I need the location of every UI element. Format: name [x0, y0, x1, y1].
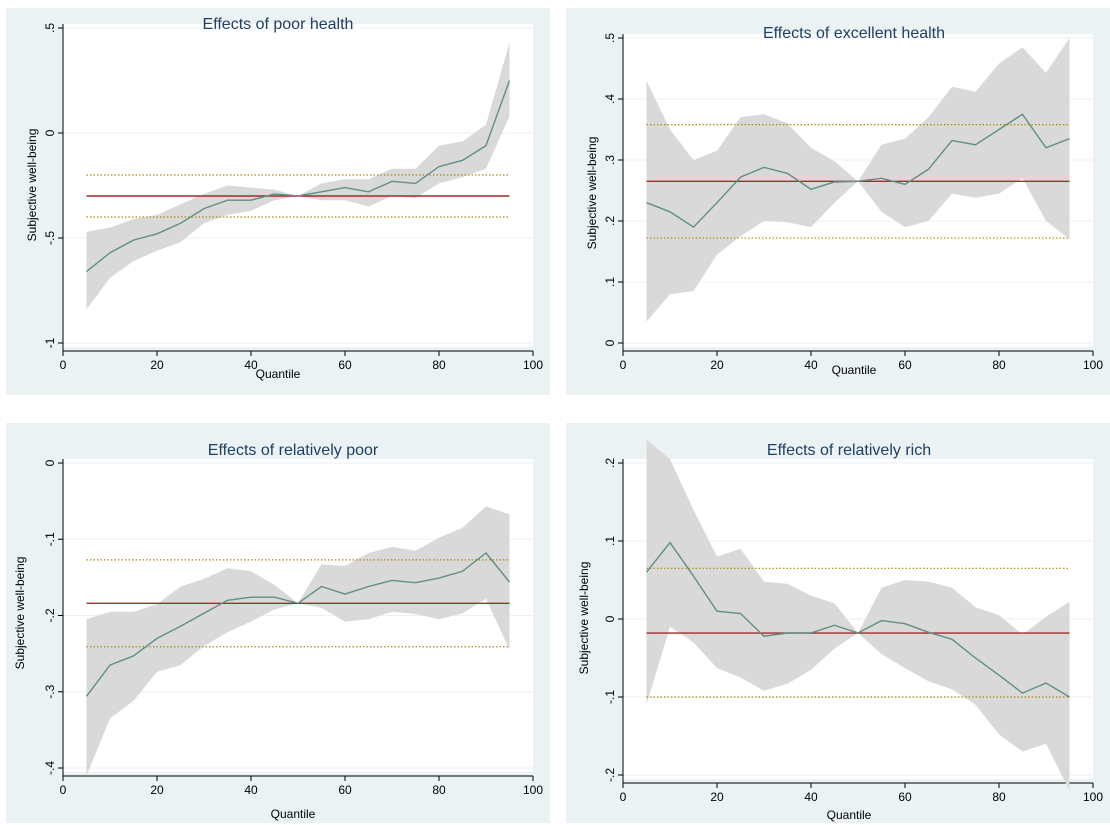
y-tick-label: -1 — [43, 337, 57, 348]
y-tick-label: .2 — [603, 216, 617, 226]
y-tick-label: -.2 — [43, 608, 57, 622]
x-tick-label: 40 — [244, 358, 258, 372]
x-tick-label: 40 — [244, 783, 258, 797]
x-tick-label: 100 — [1083, 790, 1103, 804]
y-axis-label: Subjective well-being — [25, 129, 39, 242]
chart-title: Effects of poor health — [203, 16, 354, 33]
y-tick-label: .2 — [603, 458, 617, 468]
quantile-estimate-line — [646, 113, 1070, 229]
x-tick-label: 40 — [804, 790, 818, 804]
x-tick-label: 60 — [338, 783, 352, 797]
x-tick-label: 60 — [898, 790, 912, 804]
chart-title: Effects of relatively poor — [208, 442, 379, 459]
y-tick-label: .5 — [43, 23, 57, 33]
confidence-band — [86, 506, 510, 776]
y-tick-label: .3 — [603, 155, 617, 165]
chart-title: Effects of excellent health — [763, 25, 945, 42]
chart-svg-excellent-health: 0 .1 .2 .3 .4 .5 0 20 40 60 80 100 Effects of excell… — [585, 25, 1103, 377]
x-tick-label: 100 — [1083, 358, 1103, 372]
x-tick-label: 100 — [523, 783, 543, 797]
x-tick-label: 0 — [620, 790, 627, 804]
x-tick-label: 60 — [898, 358, 912, 372]
x-tick-label: 80 — [992, 358, 1006, 372]
x-tick-label: 100 — [523, 358, 543, 372]
plot-area — [63, 24, 533, 347]
y-tick-label: -.5 — [43, 231, 57, 245]
x-tick-label: 0 — [60, 358, 67, 372]
quantile-estimate-line — [645, 541, 1070, 698]
y-tick-label: 0 — [43, 129, 57, 136]
chart-panel-excellent-health: 0 .1 .2 .3 .4 .5 0 20 40 60 80 100 Effects of excell… — [566, 8, 1110, 395]
quantile-estimate-line — [86, 80, 511, 273]
x-axis-label: Quantile — [832, 363, 877, 377]
chart-panel-poor-health: -1 -.5 0 .5 0 20 40 60 80 100 Effects of poor heal… — [6, 8, 550, 395]
chart-title: Effects of relatively rich — [767, 442, 931, 459]
x-tick-label: 0 — [60, 783, 67, 797]
y-tick-label: .1 — [603, 536, 617, 546]
chart-svg-relatively-rich: -.2 -.1 0 .1 .2 0 20 40 60 80 100 Effects of relati… — [577, 439, 1103, 822]
y-axis-label: Subjective well-being — [585, 137, 599, 250]
x-tick-label: 80 — [992, 790, 1006, 804]
x-tick-label: 80 — [432, 358, 446, 372]
chart-svg-poor-health: -1 -.5 0 .5 0 20 40 60 80 100 Effects of poor heal… — [25, 16, 543, 381]
y-tick-label: .5 — [603, 33, 617, 43]
x-tick-label: 80 — [432, 783, 446, 797]
confidence-band — [646, 38, 1070, 322]
y-tick-label: -.2 — [603, 768, 617, 782]
y-tick-label: .4 — [603, 94, 617, 104]
quantile-estimate-line — [85, 552, 511, 697]
x-tick-label: 20 — [710, 790, 724, 804]
x-tick-label: 0 — [620, 358, 627, 372]
x-axis-label: Quantile — [827, 808, 872, 822]
y-tick-label: 0 — [43, 459, 57, 466]
x-tick-label: 20 — [150, 783, 164, 797]
x-tick-label: 20 — [710, 358, 724, 372]
y-tick-label: .1 — [603, 277, 617, 287]
y-tick-label: 0 — [603, 615, 617, 622]
y-tick-label: -.1 — [43, 532, 57, 546]
y-tick-label: 0 — [603, 339, 617, 346]
chart-panel-relatively-poor: -.4 -.3 -.2 -.1 0 0 20 40 60 80 100 Effects of rela… — [6, 423, 550, 823]
x-tick-label: 40 — [804, 358, 818, 372]
x-tick-label: 60 — [338, 358, 352, 372]
y-axis-label: Subjective well-being — [577, 562, 591, 675]
y-tick-label: -.4 — [43, 761, 57, 775]
x-axis-label: Quantile — [271, 807, 316, 821]
confidence-band — [646, 439, 1070, 791]
x-axis-label: Quantile — [256, 367, 301, 381]
chart-svg-relatively-poor: -.4 -.3 -.2 -.1 0 0 20 40 60 80 100 Effects of rela… — [13, 442, 543, 821]
y-tick-label: -.3 — [43, 684, 57, 698]
y-axis-label: Subjective well-being — [13, 557, 27, 670]
chart-panel-relatively-rich: -.2 -.1 0 .1 .2 0 20 40 60 80 100 Effects of relati… — [566, 423, 1110, 823]
y-tick-label: -.1 — [603, 690, 617, 704]
x-tick-label: 20 — [150, 358, 164, 372]
